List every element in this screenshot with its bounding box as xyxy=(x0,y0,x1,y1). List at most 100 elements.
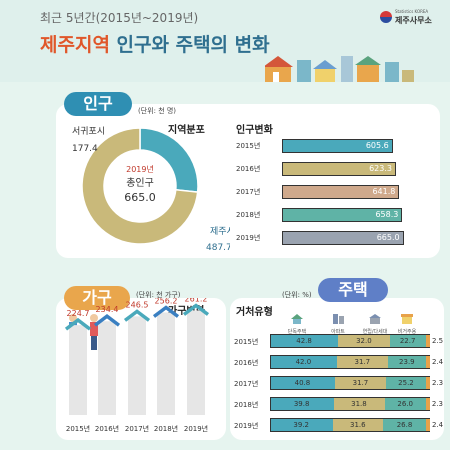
population-bar-row: 2017년 641.8 xyxy=(236,185,436,199)
housing-section-label: 주택 xyxy=(318,278,388,302)
trend-title: 인구변화 xyxy=(236,125,273,136)
housing-segment xyxy=(426,334,430,348)
apartment-icon xyxy=(333,314,344,324)
housing-segment xyxy=(337,355,388,369)
household-bar xyxy=(128,316,146,415)
rowhouse-icon xyxy=(369,314,381,324)
legend-label: 아파트 xyxy=(331,329,345,335)
housing-segment-value: 2.3 xyxy=(431,400,443,408)
household-roof-icon xyxy=(123,309,151,322)
donut-label-seogwipo: 서귀포시 xyxy=(72,126,105,137)
taegeuk-icon xyxy=(380,11,392,23)
household-bar-chart: 224.7 2015년 234.4 2016년 246.5 2017년 256.2 2018년… xyxy=(64,298,210,433)
housing-segment-value: 26.0 xyxy=(397,400,413,408)
housing-unit: (단위: %) xyxy=(282,291,312,299)
housing-segment xyxy=(270,355,338,369)
housing-segment xyxy=(335,376,386,390)
housing-segment xyxy=(270,376,336,390)
housing-segment xyxy=(333,397,385,411)
legend-apartment: 아파트 xyxy=(323,309,353,335)
housing-segment-value: 31.7 xyxy=(354,358,371,366)
house-icon xyxy=(291,314,303,324)
population-bar xyxy=(282,208,403,222)
housing-bar-row: 2016년 42.0 31.7 23.9 2.4 xyxy=(234,355,444,369)
housing-segment-value: 39.8 xyxy=(293,400,310,408)
population-section-label: 인구 xyxy=(64,92,132,116)
donut-slice-1 xyxy=(81,127,199,245)
population-donut-chart: 서귀포시 177.4 제주시 487.7 2019년 총인구 665.0 xyxy=(72,126,230,253)
housing-segment xyxy=(426,355,430,369)
housing-bar-year: 2016년 xyxy=(234,359,259,367)
population-bar-year: 2018년 xyxy=(236,211,261,219)
household-bar-value: 234.4 xyxy=(96,305,119,314)
housing-segment xyxy=(389,334,426,348)
household-bar xyxy=(69,325,87,415)
housing-segment-value: 31.7 xyxy=(352,379,369,387)
population-bar xyxy=(282,231,404,245)
housing-segment-value: 2.3 xyxy=(432,379,444,387)
household-bar-year: 2019년 xyxy=(184,424,208,433)
population-bar-value: 605.6 xyxy=(365,141,389,150)
population-bar-row: 2018년 658.3 xyxy=(236,208,436,222)
housing-bar-year: 2017년 xyxy=(234,380,259,388)
population-bar-value: 623.3 xyxy=(369,164,392,173)
housing-segment-value: 31.8 xyxy=(351,400,367,408)
housing-bar-year: 2018년 xyxy=(234,401,259,409)
town-illustration-icon xyxy=(265,56,414,82)
legend-label: 연립/다세대 xyxy=(362,329,388,335)
title-rest: 인구와 주택의 변화 xyxy=(116,34,270,56)
statistics-logo: Statistics KOREA 제주사무소 xyxy=(380,9,442,27)
household-bar-year: 2016년 xyxy=(95,424,119,433)
population-bar-year: 2016년 xyxy=(236,165,261,173)
housing-segment xyxy=(426,418,430,432)
housing-segment-value: 39.2 xyxy=(293,421,309,429)
housing-segment-value: 2.4 xyxy=(432,421,444,429)
header-title: 제주지역 인구와 주택의 변화 xyxy=(40,30,270,57)
population-bar-value: 641.8 xyxy=(372,187,396,196)
household-bar-value: 261.2 xyxy=(185,298,208,304)
housing-segment xyxy=(426,397,430,411)
housing-segment xyxy=(387,355,427,369)
legend-label: 단독주택 xyxy=(287,329,307,335)
legend-rowhouse: 연립/다세대 xyxy=(360,309,390,335)
population-bar-row: 2019년 665.0 xyxy=(236,231,436,245)
housing-bar-year: 2015년 xyxy=(234,338,259,346)
housing-bar-row: 2017년 40.8 31.7 25.2 2.3 xyxy=(234,376,444,390)
housing-type-title: 거처유형 xyxy=(236,307,273,318)
household-bar-value: 256.2 xyxy=(155,298,178,306)
household-roof-icon xyxy=(64,317,92,331)
housing-segment-value: 2.5 xyxy=(432,337,444,345)
housing-segment xyxy=(270,334,339,348)
logo-name: 제주사무소 xyxy=(395,16,432,25)
household-section-label: 가구 xyxy=(64,286,130,310)
household-bar xyxy=(98,321,116,415)
household-bar-value: 224.7 xyxy=(67,309,90,318)
population-bar-row: 2016년 623.3 xyxy=(236,162,436,176)
population-bar-year: 2015년 xyxy=(236,142,261,150)
household-bar-year: 2018년 xyxy=(154,424,178,433)
population-bar xyxy=(282,139,393,153)
donut-label-jeju: 제주시 xyxy=(210,226,230,237)
population-bar-value: 665.0 xyxy=(376,233,400,242)
household-bar-year: 2015년 xyxy=(66,424,90,433)
legend-detached: 단독주택 xyxy=(282,309,312,335)
population-bar-value: 658.3 xyxy=(375,210,399,219)
donut-value-seogwipo: 177.4 xyxy=(72,144,98,154)
header: 최근 5년간(2015년~2019년) 제주지역 인구와 주택의 변화 Stat… xyxy=(0,0,450,82)
donut-center-label: 총인구 xyxy=(126,177,154,189)
housing-bar-row: 2018년 39.8 31.8 26.0 2.3 xyxy=(234,397,444,411)
housing-segment-value: 32.0 xyxy=(356,337,372,345)
housing-segment xyxy=(332,418,384,432)
household-bar-value: 246.5 xyxy=(126,300,149,309)
housing-segment-value: 42.0 xyxy=(295,358,312,366)
population-bar xyxy=(282,162,396,176)
household-roof-icon xyxy=(152,305,180,318)
legend-nonresidential: 비거주용 xyxy=(392,309,422,335)
housing-segment xyxy=(338,334,390,348)
housing-segment xyxy=(426,376,430,390)
donut-value-jeju: 487.7 xyxy=(206,243,230,253)
header-subtitle: 최근 5년간(2015년~2019년) xyxy=(40,11,199,25)
population-bar-row: 2015년 605.6 xyxy=(236,139,436,153)
household-roof-icon xyxy=(93,314,121,327)
housing-segment-value: 23.9 xyxy=(399,358,415,366)
